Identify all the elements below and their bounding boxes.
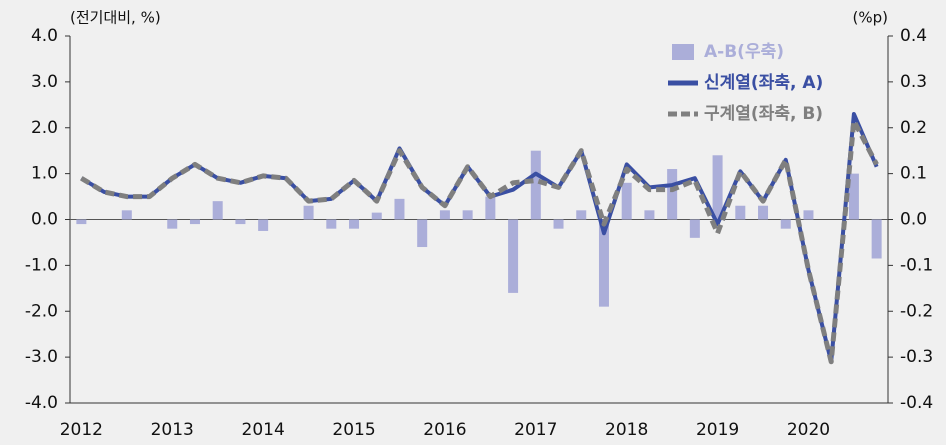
- legend-swatch: [672, 44, 694, 60]
- bar: [576, 210, 587, 220]
- bar: [417, 219, 428, 248]
- y2-tick-label: 0.1: [900, 164, 927, 184]
- y-tick-label: -2.0: [25, 301, 58, 321]
- y2-axis-title: (%p): [853, 9, 888, 27]
- legend-label: 구계열(좌축, B): [704, 104, 823, 124]
- y-tick-label: -1.0: [25, 255, 58, 275]
- bar: [735, 205, 746, 220]
- x-tick-label: 2012: [60, 420, 103, 440]
- bar: [758, 205, 769, 220]
- bar: [780, 219, 791, 229]
- bar: [439, 210, 450, 220]
- bar: [508, 219, 519, 293]
- x-tick-label: 2015: [332, 420, 375, 440]
- line: [80, 118, 879, 365]
- y2-tick-label: 0.3: [900, 72, 927, 92]
- x-tick-label: 2014: [242, 420, 285, 440]
- bar: [212, 201, 223, 220]
- bar: [235, 219, 246, 225]
- bar: [553, 219, 564, 229]
- bar: [189, 219, 200, 225]
- y-tick-label: -3.0: [25, 347, 58, 367]
- bar: [371, 212, 382, 220]
- y2-tick-label: 0.2: [900, 118, 927, 138]
- legend-label: A-B(우축): [704, 42, 784, 62]
- bar: [121, 210, 132, 220]
- x-tick-label: 2017: [514, 420, 557, 440]
- bar: [621, 182, 632, 220]
- y2-tick-label: -0.3: [900, 347, 933, 367]
- bar: [598, 219, 609, 307]
- x-tick-label: 2018: [605, 420, 648, 440]
- y2-tick-label: -0.1: [900, 255, 933, 275]
- y2-tick-label: -0.4: [900, 393, 933, 413]
- bar: [167, 219, 178, 229]
- bar: [667, 169, 678, 220]
- bar: [326, 219, 337, 229]
- bar: [303, 205, 314, 220]
- bar: [871, 219, 882, 259]
- y2-tick-label: 0.4: [900, 26, 927, 46]
- bar: [258, 219, 269, 231]
- y-tick-label: 0.0: [31, 210, 58, 230]
- y-tick-label: 2.0: [31, 118, 58, 138]
- bar: [76, 219, 87, 225]
- bar: [803, 210, 814, 220]
- y2-tick-label: 0.0: [900, 210, 927, 230]
- y-tick-label: 1.0: [31, 164, 58, 184]
- x-tick-label: 2013: [151, 420, 194, 440]
- y-tick-label: -4.0: [25, 393, 58, 413]
- bar: [462, 210, 473, 220]
- bar: [848, 173, 859, 220]
- y-axis-title: (전기대비, %): [70, 9, 161, 27]
- x-tick-label: 2020: [787, 420, 830, 440]
- y2-tick-label: -0.2: [900, 301, 933, 321]
- bar: [349, 219, 360, 229]
- bar: [485, 196, 496, 220]
- x-tick-label: 2016: [423, 420, 466, 440]
- bar: [530, 150, 541, 220]
- y-tick-label: 4.0: [31, 26, 58, 46]
- x-tick-label: 2019: [696, 420, 739, 440]
- legend-label: 신계열(좌축, A): [704, 73, 823, 93]
- bar: [712, 155, 723, 220]
- bar: [394, 198, 405, 220]
- bar: [644, 210, 655, 220]
- bar: [689, 219, 700, 238]
- y-tick-label: 3.0: [31, 72, 58, 92]
